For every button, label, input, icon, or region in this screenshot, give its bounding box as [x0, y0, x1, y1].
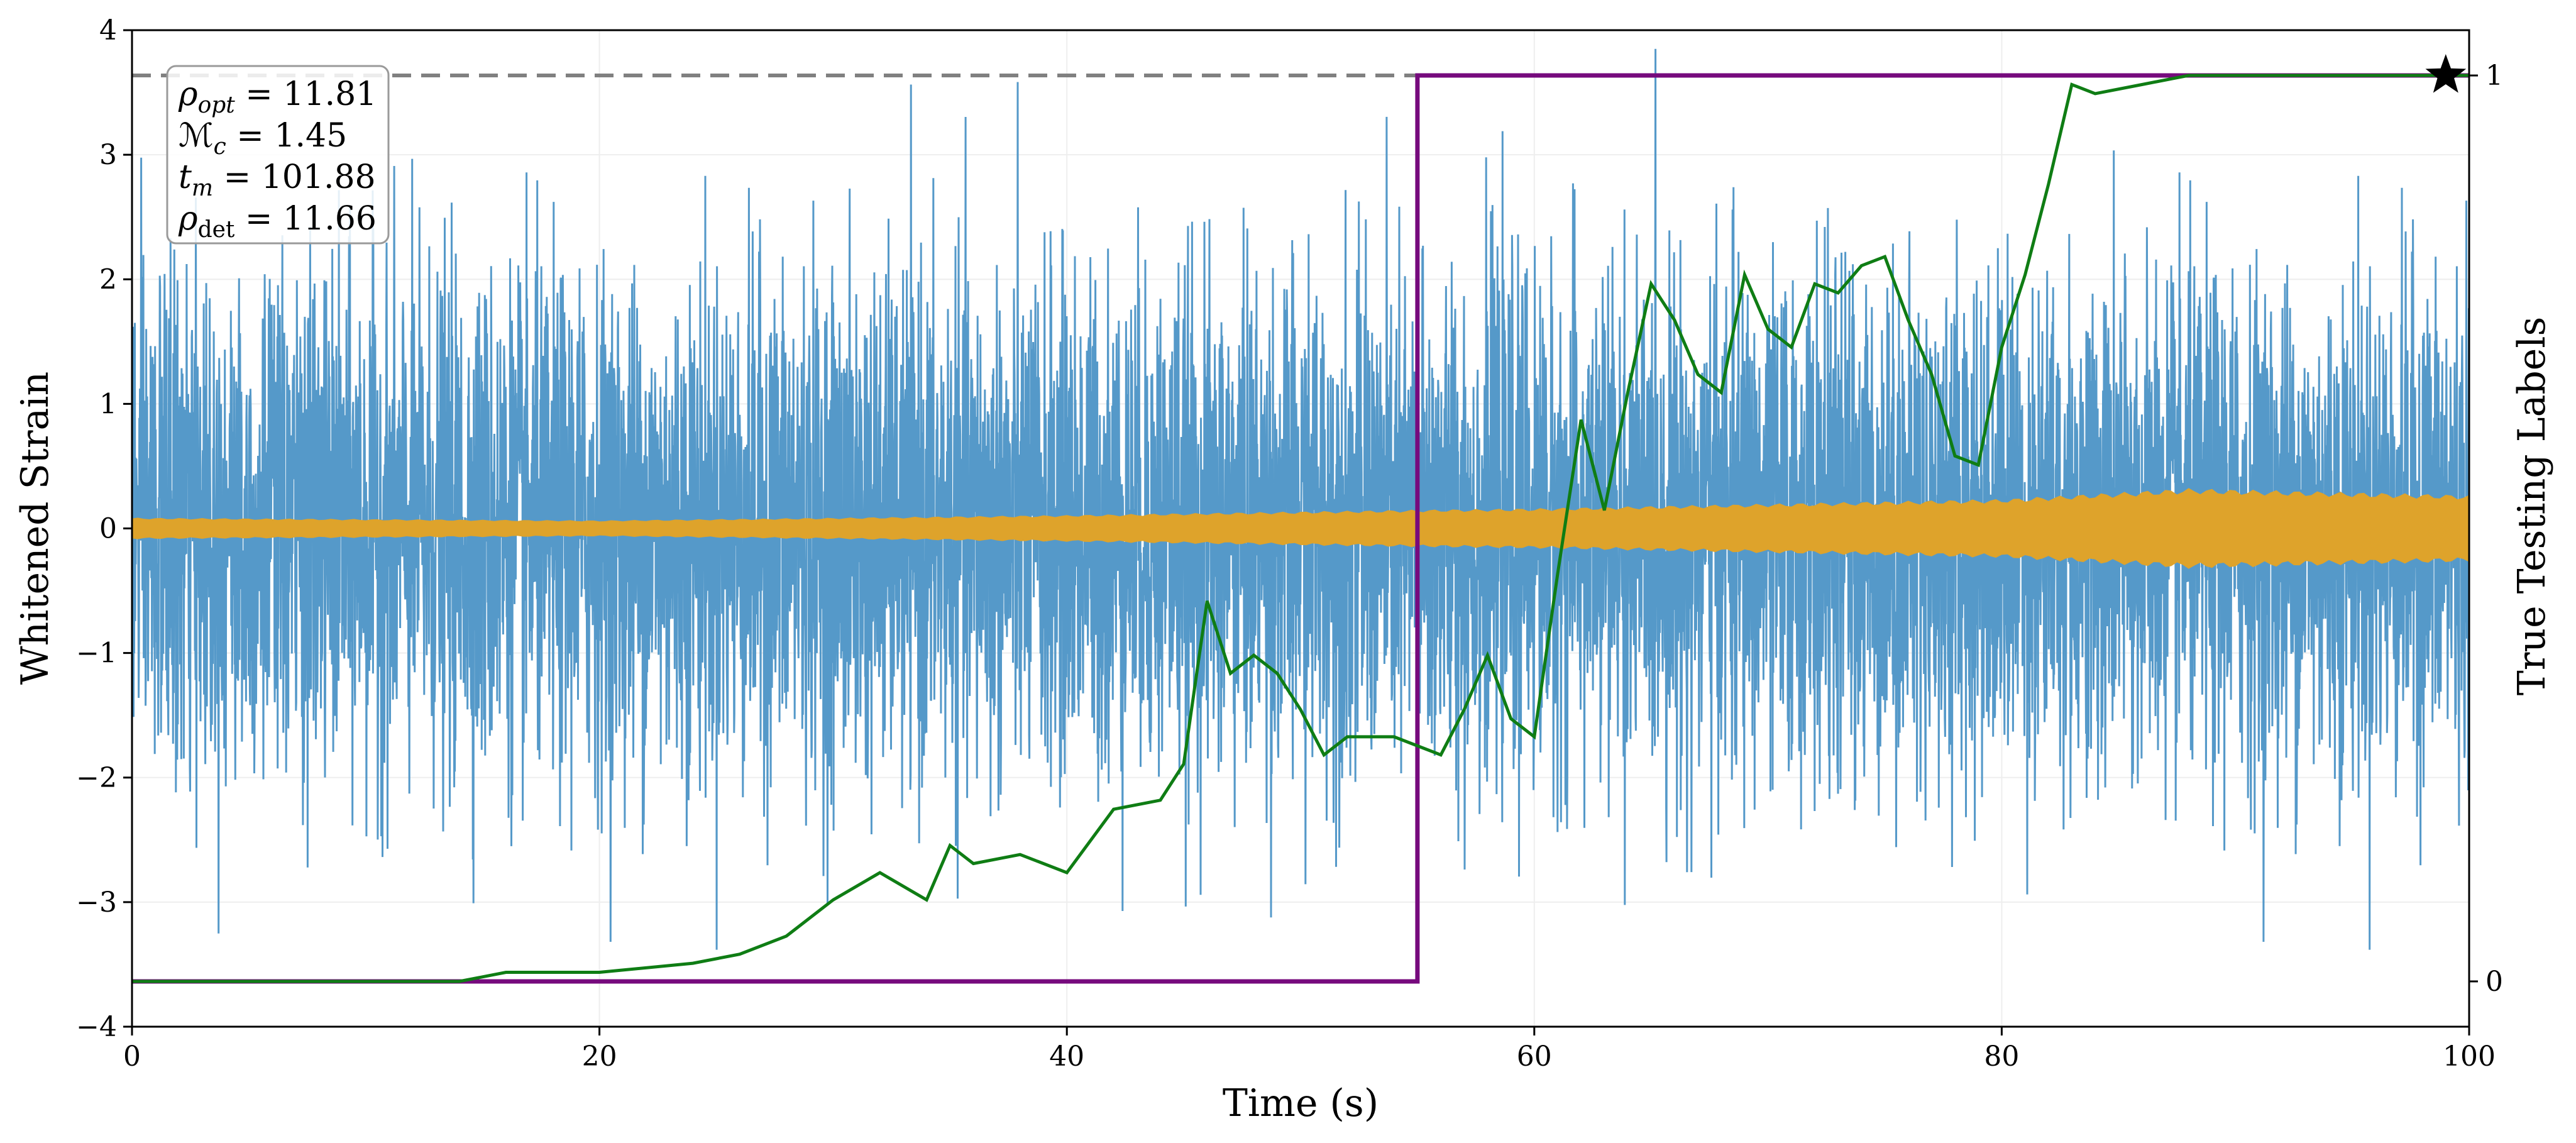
legend-box [166, 65, 390, 245]
y2-tick-label: 0 [2485, 966, 2503, 998]
x-tick-label: 40 [1049, 1041, 1084, 1073]
y-tick-label: −1 [76, 638, 117, 670]
x-tick-label: 0 [123, 1041, 141, 1073]
x-tick-label: 60 [1517, 1041, 1552, 1073]
x-axis-label: Time (s) [1223, 1081, 1379, 1125]
y-tick-label: 0 [99, 513, 117, 545]
y-axis-label: Whitened Strain [13, 372, 57, 685]
prediction-series [132, 74, 2469, 983]
x-tick-label: 80 [1984, 1041, 2019, 1073]
y-tick-label: 2 [99, 263, 117, 295]
plot-area [132, 48, 2469, 984]
true-label-series [132, 73, 2469, 984]
legend-item-rho-det: ρdet = 11.66 [178, 200, 377, 243]
legend-item-rho-opt: ρopt = 11.81 [178, 75, 377, 118]
y2-axis-label: True Testing Labels [2510, 317, 2554, 696]
x-tick-label: 100 [2443, 1041, 2496, 1073]
y-tick-label: 1 [99, 388, 117, 420]
legend-item-merger-time: tm = 101.88 [179, 158, 376, 201]
y-tick-label: 4 [99, 14, 117, 47]
star-icon [2425, 54, 2467, 93]
signal-series [132, 488, 2469, 569]
x-tick-label: 20 [582, 1041, 617, 1073]
legend: ρopt = 11.81 ℳc = 1.45 tm = 101.88 ρdet … [166, 65, 390, 245]
y-tick-label: −4 [76, 1011, 117, 1043]
y-tick-label: 3 [99, 139, 117, 171]
y2-tick-label: 1 [2485, 60, 2503, 92]
y-tick-label: −3 [76, 886, 117, 919]
legend-item-chirp-mass: ℳc = 1.45 [179, 117, 347, 160]
y-tick-label: −2 [76, 762, 117, 794]
